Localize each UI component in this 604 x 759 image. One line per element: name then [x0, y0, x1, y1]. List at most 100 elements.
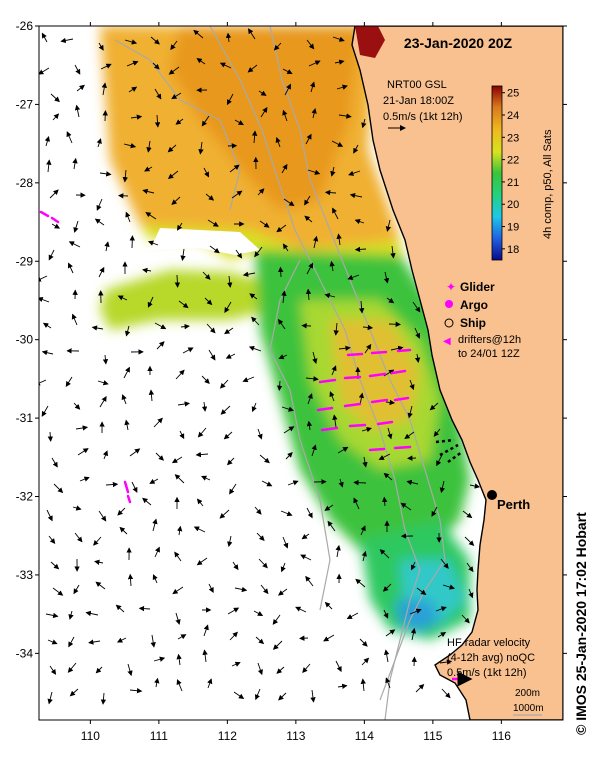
- lat-tick-label: -32: [16, 490, 34, 504]
- current-vector: [153, 417, 163, 428]
- current-vector: [251, 130, 258, 144]
- current-vector: [257, 662, 263, 676]
- current-vector: [99, 171, 112, 177]
- current-vector: [209, 245, 220, 254]
- current-vector: [259, 454, 270, 464]
- current-vector: [203, 624, 209, 637]
- current-vector: [220, 405, 231, 415]
- current-vector: [462, 510, 473, 519]
- current-vector: [115, 604, 125, 613]
- current-vector: [39, 275, 48, 282]
- current-vector: [227, 607, 240, 615]
- colorbar-tick-label: 20: [507, 199, 519, 211]
- current-vector: [335, 544, 341, 558]
- current-vector: [362, 324, 374, 331]
- current-vector: [440, 558, 449, 569]
- current-vector: [168, 66, 180, 75]
- current-vector: [124, 39, 138, 45]
- current-vector: [124, 325, 131, 337]
- warm-core: [355, 26, 385, 58]
- current-vector: [179, 430, 185, 440]
- current-vector: [102, 354, 109, 365]
- current-vector: [197, 427, 207, 438]
- current-vector: [300, 554, 312, 561]
- current-vector: [311, 108, 317, 119]
- current-vector: [410, 561, 416, 571]
- current-vector: [128, 86, 138, 93]
- current-vector: [51, 223, 61, 229]
- lat-tick-label: -28: [16, 176, 34, 190]
- current-vector: [51, 457, 58, 468]
- current-vector: [123, 366, 130, 379]
- current-vector: [312, 351, 318, 365]
- map-title: 23-Jan-2020 20Z: [404, 35, 513, 51]
- current-vector: [304, 195, 311, 206]
- current-vector: [142, 497, 152, 506]
- lon-tick-label: 112: [218, 729, 237, 743]
- current-vector: [353, 479, 367, 486]
- current-vector: [198, 141, 204, 155]
- current-vector: [361, 426, 372, 433]
- current-vector: [129, 448, 141, 457]
- current-vector: [364, 343, 372, 354]
- current-vector: [91, 325, 104, 331]
- current-vector: [329, 260, 335, 272]
- lon-tick-label: 115: [423, 729, 442, 743]
- current-vector: [277, 588, 288, 596]
- current-vector: [73, 220, 79, 233]
- current-vector: [175, 118, 184, 125]
- current-vector: [361, 657, 370, 666]
- current-vector: [429, 402, 439, 411]
- current-vector: [406, 479, 419, 486]
- current-vector: [461, 614, 470, 624]
- current-vector: [42, 322, 52, 329]
- current-vector: [201, 475, 211, 481]
- current-vector: [278, 692, 287, 701]
- current-vector: [167, 170, 179, 180]
- current-vector: [284, 83, 291, 96]
- current-vector: [50, 561, 60, 570]
- current-vector: [71, 313, 78, 326]
- current-vector: [223, 431, 233, 440]
- current-vector: [385, 219, 392, 232]
- current-vector: [234, 586, 248, 593]
- current-vector: [273, 42, 282, 51]
- current-vector: [66, 131, 73, 144]
- current-vector: [72, 505, 82, 511]
- perth-label: Perth: [497, 497, 530, 512]
- lat-axis: -26 -27 -28 -29 -30 -31 -32 -33 -34: [16, 19, 567, 660]
- current-vector: [154, 114, 161, 128]
- colorbar-tick-label: 21: [507, 177, 519, 189]
- current-vector: [404, 431, 415, 440]
- current-vector: [278, 354, 288, 360]
- current-vector: [334, 59, 345, 65]
- current-vector: [439, 480, 446, 494]
- product-line-1: NRT00 GSL: [387, 79, 447, 91]
- current-vector: [257, 188, 265, 196]
- current-vector: [88, 639, 101, 645]
- hf-radar-line-1: HF radar velocity: [447, 637, 531, 649]
- current-vector: [338, 478, 344, 488]
- current-vector: [310, 81, 316, 93]
- current-vector: [97, 380, 109, 386]
- legend: ✦ Glider Argo Ship ◀ drifters@12h to 24/…: [443, 280, 521, 360]
- current-vector: [150, 634, 156, 648]
- current-vector: [193, 29, 204, 39]
- current-vector: [464, 536, 475, 546]
- current-vector: [333, 322, 339, 336]
- current-vector: [272, 640, 283, 650]
- current-vector: [242, 376, 255, 383]
- current-vector: [67, 262, 74, 274]
- current-vector: [285, 452, 293, 460]
- current-vector: [98, 42, 104, 51]
- current-vector: [385, 677, 391, 689]
- current-vector: [50, 93, 60, 103]
- current-vector: [219, 62, 232, 69]
- plot-frame: [38, 25, 564, 721]
- current-vector: [101, 82, 107, 96]
- current-vector: [337, 446, 349, 454]
- current-vector: [305, 133, 312, 145]
- colorbar-label: 4h comp, p50, All Sats: [542, 129, 554, 239]
- product-line-2: 21-Jan 18:00Z: [383, 95, 454, 107]
